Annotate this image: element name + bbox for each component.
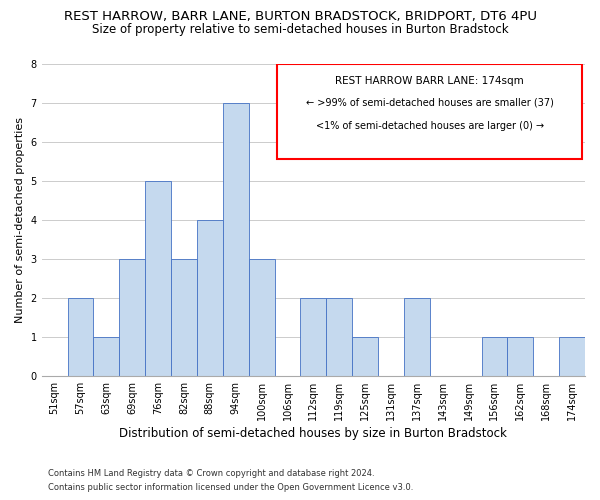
Bar [326, 298, 352, 376]
Text: Contains public sector information licensed under the Open Government Licence v3: Contains public sector information licen… [48, 484, 413, 492]
Bar [145, 181, 171, 376]
Bar [508, 337, 533, 376]
Bar [248, 259, 275, 376]
Bar [482, 337, 508, 376]
Bar [404, 298, 430, 376]
Text: Contains HM Land Registry data © Crown copyright and database right 2024.: Contains HM Land Registry data © Crown c… [48, 468, 374, 477]
Text: <1% of semi-detached houses are larger (0) →: <1% of semi-detached houses are larger (… [316, 120, 544, 130]
Bar [352, 337, 378, 376]
Bar [68, 298, 94, 376]
Y-axis label: Number of semi-detached properties: Number of semi-detached properties [15, 117, 25, 323]
Bar [559, 337, 585, 376]
Text: REST HARROW, BARR LANE, BURTON BRADSTOCK, BRIDPORT, DT6 4PU: REST HARROW, BARR LANE, BURTON BRADSTOCK… [64, 10, 536, 23]
X-axis label: Distribution of semi-detached houses by size in Burton Bradstock: Distribution of semi-detached houses by … [119, 427, 507, 440]
Bar [94, 337, 119, 376]
Bar [223, 103, 248, 376]
Text: ← >99% of semi-detached houses are smaller (37): ← >99% of semi-detached houses are small… [306, 97, 554, 107]
FancyBboxPatch shape [277, 64, 583, 160]
Text: Size of property relative to semi-detached houses in Burton Bradstock: Size of property relative to semi-detach… [92, 22, 508, 36]
Bar [119, 259, 145, 376]
Text: REST HARROW BARR LANE: 174sqm: REST HARROW BARR LANE: 174sqm [335, 76, 524, 86]
Bar [197, 220, 223, 376]
Bar [171, 259, 197, 376]
Bar [301, 298, 326, 376]
